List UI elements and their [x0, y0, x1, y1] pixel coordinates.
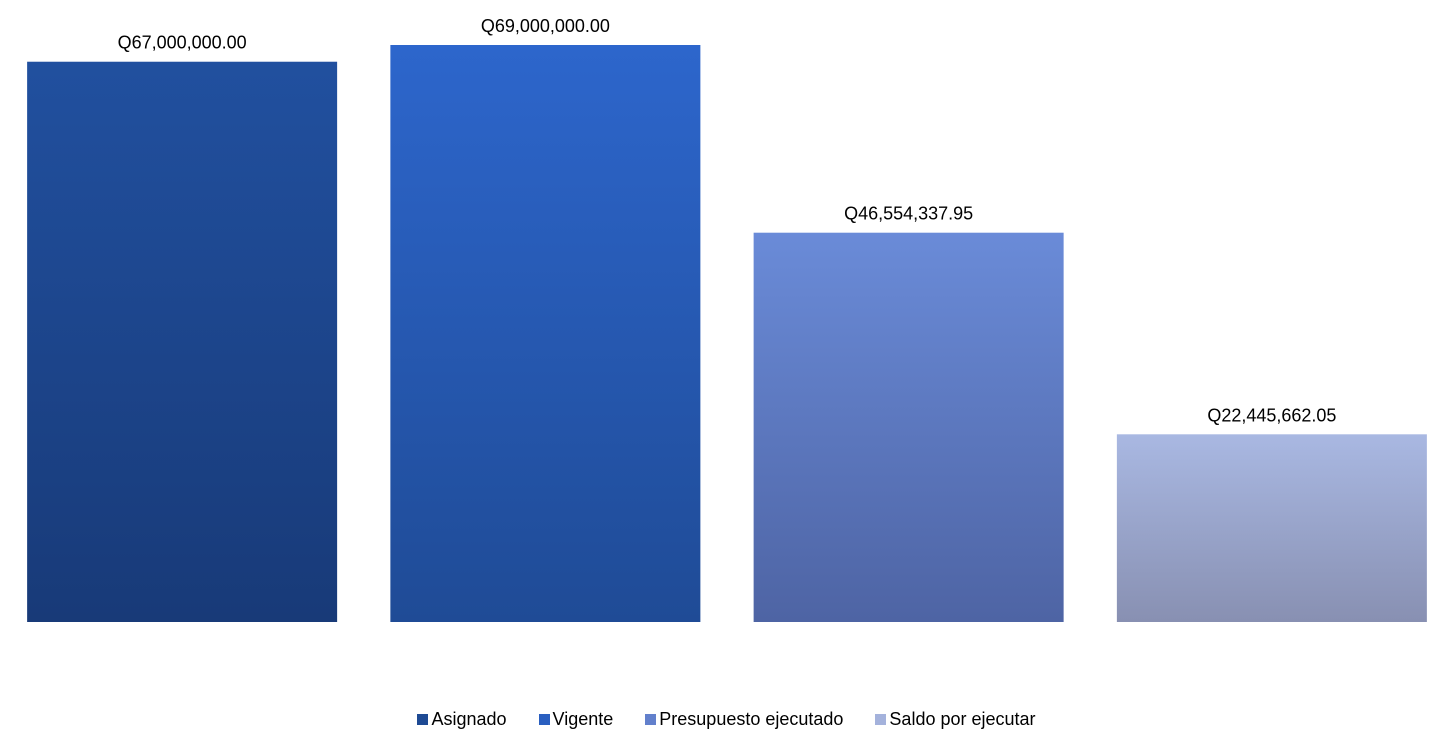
- data-labels-group: Q67,000,000.00 Q69,000,000.00 Q46,554,337.…: [118, 16, 1337, 425]
- bar-asignado: [27, 61, 338, 623]
- legend-swatch: [645, 714, 657, 725]
- legend-item-asignado: Asignado: [417, 709, 507, 730]
- legend-swatch: [538, 714, 550, 725]
- data-label: Q69,000,000.00: [481, 16, 610, 36]
- legend: Asignado Vigente Presupuesto ejecutado S…: [0, 709, 1453, 730]
- data-label: Q67,000,000.00: [118, 33, 247, 53]
- legend-label: Asignado: [431, 709, 507, 729]
- legend-label: Vigente: [552, 709, 614, 729]
- data-label: Q46,554,337.95: [844, 204, 973, 224]
- bars-group: [27, 45, 1427, 623]
- legend-swatch: [875, 714, 887, 725]
- legend-item-presupuesto-ejecutado: Presupuesto ejecutado: [645, 709, 843, 730]
- legend-label: Saldo por ejecutar: [889, 709, 1036, 729]
- bar-presupuesto-ejecutado: [753, 232, 1064, 622]
- data-label: Q22,445,662.05: [1207, 405, 1336, 425]
- bar-vigente: [390, 45, 701, 622]
- legend-item-saldo-por-ejecutar: Saldo por ejecutar: [875, 709, 1036, 730]
- legend-swatch: [417, 714, 429, 725]
- legend-label: Presupuesto ejecutado: [659, 709, 844, 729]
- bar-saldo-por-ejecutar: [1116, 434, 1427, 622]
- legend-item-vigente: Vigente: [538, 709, 614, 730]
